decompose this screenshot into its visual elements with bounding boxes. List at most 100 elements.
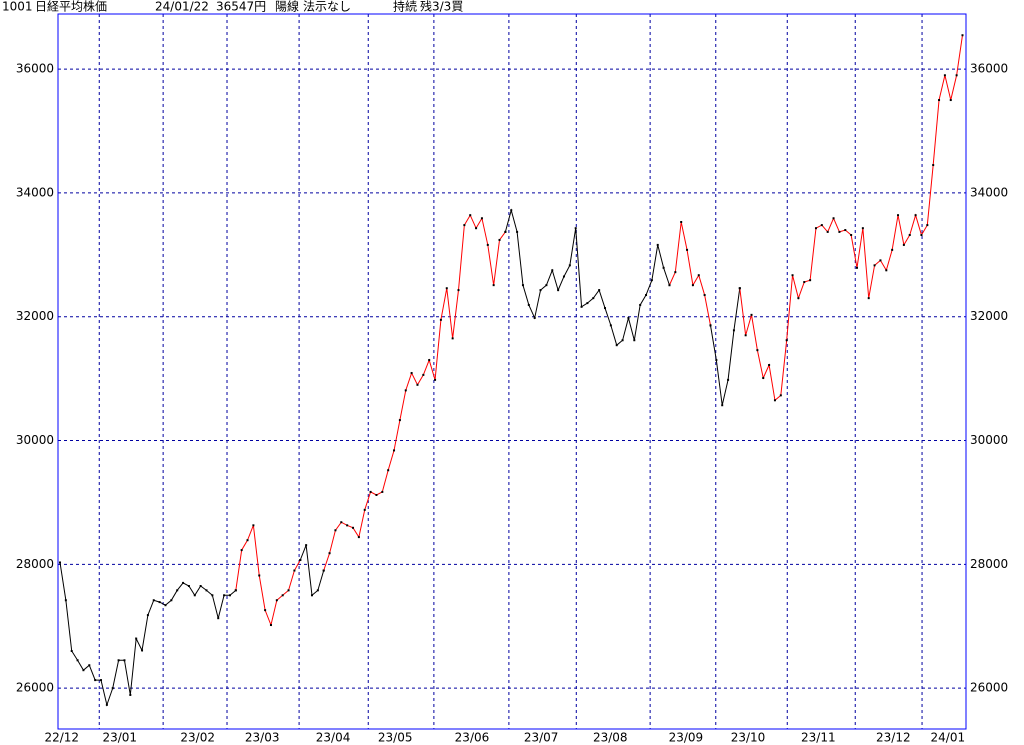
- price-point: [498, 238, 501, 241]
- price-point: [375, 494, 378, 496]
- price-point: [703, 294, 706, 297]
- price-point: [516, 230, 519, 233]
- y2-tick-label: 32000: [970, 309, 1008, 323]
- price-point: [164, 604, 167, 607]
- price-point: [410, 372, 413, 375]
- price-point: [234, 589, 237, 592]
- price-point: [627, 316, 630, 319]
- price-point: [779, 394, 782, 397]
- price-point: [949, 99, 952, 102]
- price-point: [346, 524, 349, 527]
- price-point: [76, 659, 79, 662]
- price-point: [328, 552, 331, 555]
- x-tick-label: 23/10: [731, 731, 766, 745]
- price-point: [838, 230, 841, 233]
- price-point: [228, 594, 231, 597]
- price-point: [545, 284, 548, 287]
- y-tick-label: 34000: [16, 185, 54, 199]
- price-point: [785, 339, 788, 342]
- x-tick-label: 23/01: [102, 731, 137, 745]
- x-tick-label: 23/06: [455, 731, 490, 745]
- y2-tick-label: 26000: [970, 681, 1008, 695]
- price-point: [176, 589, 179, 592]
- y-tick-label: 26000: [16, 681, 54, 695]
- price-point: [310, 594, 313, 597]
- price-point: [762, 377, 765, 379]
- price-point: [598, 289, 601, 292]
- x-tick-label: 22/12: [44, 731, 79, 745]
- x-tick-label: 23/09: [669, 731, 704, 745]
- price-point: [662, 266, 665, 269]
- price-point: [580, 305, 583, 308]
- price-point: [539, 289, 542, 292]
- price-point: [920, 234, 923, 236]
- price-point: [727, 378, 730, 381]
- y-tick-label: 30000: [16, 433, 54, 447]
- price-point: [135, 637, 138, 640]
- price-point: [182, 581, 185, 584]
- price-point: [715, 359, 718, 362]
- price-point: [387, 469, 390, 472]
- price-point: [897, 214, 900, 217]
- plot-frame: [57, 13, 967, 730]
- price-point: [258, 574, 261, 577]
- price-point: [146, 614, 149, 617]
- price-point: [645, 294, 648, 297]
- price-point: [510, 209, 513, 212]
- price-point: [955, 74, 958, 77]
- price-point: [773, 399, 776, 402]
- price-point: [293, 569, 296, 572]
- price-point: [820, 224, 823, 227]
- y-tick-label: 36000: [16, 62, 54, 76]
- price-point: [281, 594, 284, 597]
- price-point: [867, 297, 870, 300]
- price-point: [439, 318, 442, 321]
- price-point: [404, 389, 407, 392]
- price-point: [363, 508, 366, 511]
- price-point: [111, 687, 114, 690]
- price-point: [586, 302, 589, 305]
- price-point: [129, 693, 132, 696]
- price-point: [562, 275, 565, 278]
- price-point: [756, 349, 759, 352]
- price-point: [697, 274, 700, 277]
- price-point: [826, 230, 829, 233]
- price-point: [475, 227, 478, 230]
- price-point: [152, 599, 155, 602]
- price-point: [422, 373, 425, 376]
- price-point: [873, 264, 876, 267]
- price-point: [609, 324, 612, 327]
- x-tick-label: 23/05: [378, 731, 413, 745]
- price-point: [398, 419, 401, 422]
- price-point: [738, 287, 741, 290]
- price-point: [322, 569, 325, 572]
- price-point: [58, 561, 61, 564]
- price-point: [908, 234, 911, 236]
- price-point: [457, 289, 460, 292]
- price-point: [732, 329, 735, 332]
- price-point: [926, 224, 929, 227]
- price-point: [680, 221, 683, 223]
- price-point: [557, 289, 560, 292]
- price-point: [533, 316, 536, 319]
- price-point: [861, 227, 864, 230]
- header-text: 残3/3買: [420, 0, 463, 14]
- price-point: [768, 364, 771, 366]
- price-point: [369, 490, 372, 493]
- price-point: [451, 337, 454, 340]
- price-point: [305, 544, 308, 547]
- price-point: [686, 248, 689, 251]
- price-point: [668, 284, 671, 287]
- price-point: [264, 609, 267, 612]
- x-tick-label: 23/07: [524, 731, 559, 745]
- x-tick-label: 23/02: [180, 731, 215, 745]
- price-point: [832, 217, 835, 220]
- price-point: [844, 229, 847, 232]
- price-point: [744, 334, 747, 337]
- price-point: [902, 243, 905, 246]
- plot-area: [58, 14, 966, 729]
- price-point: [217, 617, 220, 620]
- price-point: [469, 214, 472, 217]
- y2-tick-label: 28000: [970, 557, 1008, 571]
- price-point: [434, 378, 437, 381]
